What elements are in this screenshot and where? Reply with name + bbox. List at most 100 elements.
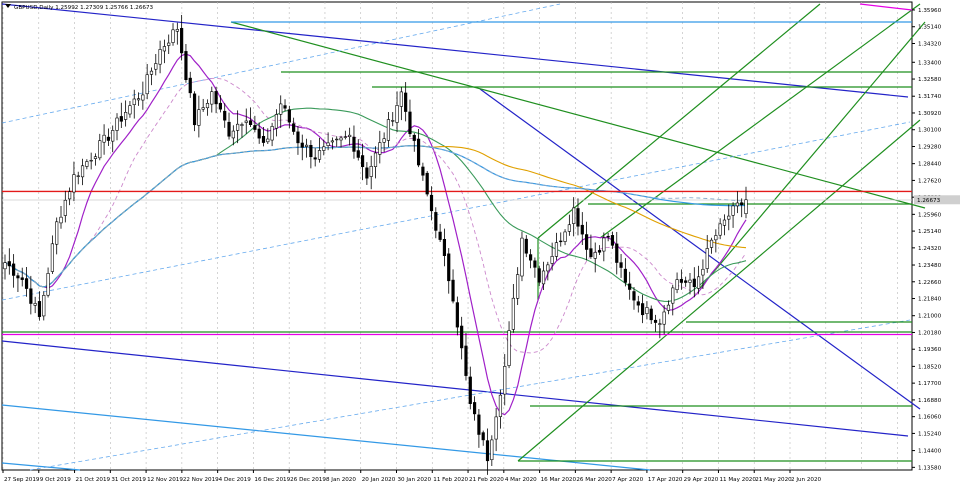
candle-body: [59, 216, 63, 224]
candle-body: [296, 131, 300, 144]
candle-body: [20, 277, 24, 280]
candle-body: [248, 120, 253, 125]
time-tick-label: 11 May 2020: [719, 477, 756, 483]
candle-body: [671, 287, 675, 304]
candle-body: [292, 123, 296, 132]
time-tick-label: 16 Dec 2019: [254, 477, 290, 483]
candle-body: [576, 208, 580, 227]
candle-body: [520, 237, 524, 277]
trendline: [517, 119, 921, 462]
candle-body: [727, 215, 731, 220]
candles: [3, 14, 748, 475]
candle-body: [563, 231, 567, 242]
candle-body: [352, 136, 356, 152]
candle-body: [80, 165, 85, 178]
candle-body: [16, 275, 20, 279]
time-tick-label: 17 Apr 2020: [648, 477, 683, 483]
candle-body: [653, 319, 658, 323]
candle-body: [464, 345, 468, 376]
candle-body: [231, 130, 235, 139]
candle-body: [425, 172, 429, 195]
candle-body: [373, 152, 378, 167]
candle-body: [511, 297, 515, 330]
price-tick-label: 1.34320: [918, 41, 942, 47]
candle-body: [559, 240, 563, 243]
time-tick-label: 11 Feb 2020: [433, 477, 468, 483]
price-tick-label: 1.16880: [918, 398, 942, 404]
candle-body: [158, 49, 162, 65]
candle-body: [688, 279, 692, 283]
candle-body: [744, 199, 748, 214]
candle-body: [192, 93, 197, 126]
candle-body: [550, 256, 554, 264]
price-tick-label: 1.24320: [918, 246, 942, 252]
candle-body: [606, 235, 610, 238]
candle-body: [201, 107, 205, 110]
candle-body: [356, 150, 360, 158]
candle-body: [365, 167, 369, 179]
candle-body: [313, 157, 317, 160]
candle-body: [309, 144, 313, 158]
candle-body: [567, 224, 571, 232]
candle-body: [261, 136, 266, 143]
candle-body: [378, 142, 382, 155]
candle-body: [524, 238, 528, 254]
candle-body: [244, 120, 248, 123]
candle-body: [386, 119, 391, 141]
candle-body: [679, 279, 683, 283]
candle-body: [7, 261, 11, 267]
candle-body: [46, 273, 50, 296]
candle-body: [3, 262, 7, 270]
trendline: [859, 3, 913, 11]
price-tick-label: 1.25960: [918, 212, 942, 218]
last-price-marker: 1.26673: [914, 195, 960, 205]
candle-body: [615, 243, 619, 263]
price-tick-label: 1.30100: [918, 128, 942, 134]
trendline: [479, 88, 921, 410]
candle-body: [516, 274, 520, 299]
candle-body: [154, 63, 158, 70]
candle-body: [339, 137, 343, 141]
time-tick-label: 21 Feb 2020: [469, 477, 504, 483]
candle-body: [304, 144, 309, 147]
candle-body: [722, 219, 727, 226]
chart-triangle-icon: [5, 4, 11, 8]
candle-body: [697, 276, 701, 289]
candle-body: [649, 308, 653, 321]
candle-body: [503, 366, 507, 395]
time-tick-label: 29 Apr 2020: [684, 477, 719, 483]
candle-body: [438, 231, 442, 240]
symbol-label: GBPUSD,Daily 1.25992 1.27309 1.25766 1.2…: [14, 5, 154, 11]
candle-body: [218, 102, 222, 110]
price-tick-label: 1.28440: [918, 162, 942, 168]
candle-body: [731, 205, 735, 216]
price-tick-label: 1.35140: [918, 25, 942, 31]
time-tick-label: 21 Oct 2019: [76, 477, 111, 483]
trendline: [1, 3, 909, 98]
trendline: [599, 3, 921, 239]
candle-body: [283, 105, 287, 109]
candle-body: [735, 202, 739, 207]
candle-body: [360, 155, 365, 168]
price-tick-label: 1.21000: [918, 314, 942, 320]
time-tick-label: 16 Mar 2020: [541, 477, 577, 483]
candle-body: [322, 146, 326, 151]
price-tick-label: 1.16060: [918, 415, 942, 421]
candle-body: [619, 262, 623, 268]
candle-body: [145, 74, 149, 95]
last-price-label: 1.26673: [917, 198, 941, 204]
candle-body: [141, 94, 145, 101]
candle-body: [171, 29, 175, 43]
candle-body: [408, 111, 412, 135]
candle-body: [546, 264, 550, 272]
candle-body: [369, 165, 373, 177]
trendline: [29, 319, 911, 471]
candle-body: [447, 253, 451, 282]
candle-body: [533, 260, 537, 268]
candle-body: [12, 263, 16, 276]
candle-body: [395, 105, 399, 123]
candle-body: [718, 223, 722, 236]
price-tick-label: 1.15240: [918, 431, 942, 437]
candle-body: [210, 91, 214, 105]
